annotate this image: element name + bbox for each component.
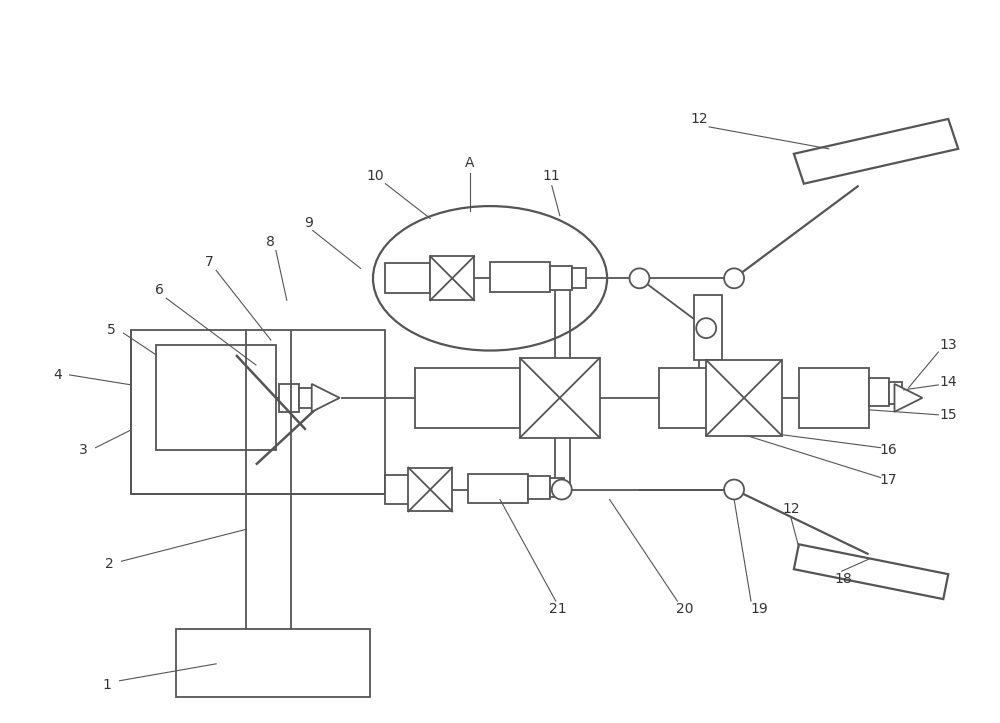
Text: 1: 1 [102,677,111,692]
Bar [408,468,452,511]
Text: 13: 13 [939,338,957,352]
Bar [799,368,869,428]
Bar [706,360,782,436]
Bar [659,368,739,428]
Circle shape [552,479,572,500]
Polygon shape [794,544,948,599]
Text: 8: 8 [266,236,275,249]
Polygon shape [312,384,340,412]
Bar [415,368,520,428]
Polygon shape [794,119,958,184]
Bar [694,295,722,360]
Text: 12: 12 [782,502,800,516]
Bar [550,266,572,290]
Text: 6: 6 [155,283,164,297]
Bar [528,476,550,500]
Circle shape [724,479,744,500]
Text: 5: 5 [107,323,116,337]
Text: 11: 11 [543,168,561,183]
Text: A: A [465,155,475,170]
Bar [385,474,430,505]
Polygon shape [894,384,922,412]
Text: 18: 18 [835,572,853,586]
Text: 20: 20 [676,602,693,616]
Text: 3: 3 [79,442,88,457]
Text: 14: 14 [939,375,957,389]
Bar [385,263,430,294]
Text: 21: 21 [549,602,567,616]
Bar [490,262,550,292]
Ellipse shape [373,206,607,351]
Circle shape [724,268,744,288]
Bar [468,474,528,503]
Text: 19: 19 [750,602,768,616]
Bar [156,345,276,450]
Text: 2: 2 [105,557,114,571]
Bar [572,268,586,288]
Bar [550,478,564,497]
Text: 10: 10 [367,168,384,183]
Text: 7: 7 [205,255,213,270]
Text: 4: 4 [53,368,62,382]
Text: 15: 15 [939,408,957,422]
Circle shape [696,318,716,338]
Bar [520,358,600,437]
Bar [176,629,370,697]
Bar [869,378,889,406]
Text: 9: 9 [304,215,313,229]
Circle shape [630,268,649,288]
Text: 12: 12 [690,112,708,126]
Text: 17: 17 [880,473,897,487]
Bar [131,330,385,495]
Bar [430,257,474,300]
Bar [299,388,317,408]
Text: 16: 16 [880,442,897,457]
Bar [889,382,902,404]
Bar [279,384,299,412]
